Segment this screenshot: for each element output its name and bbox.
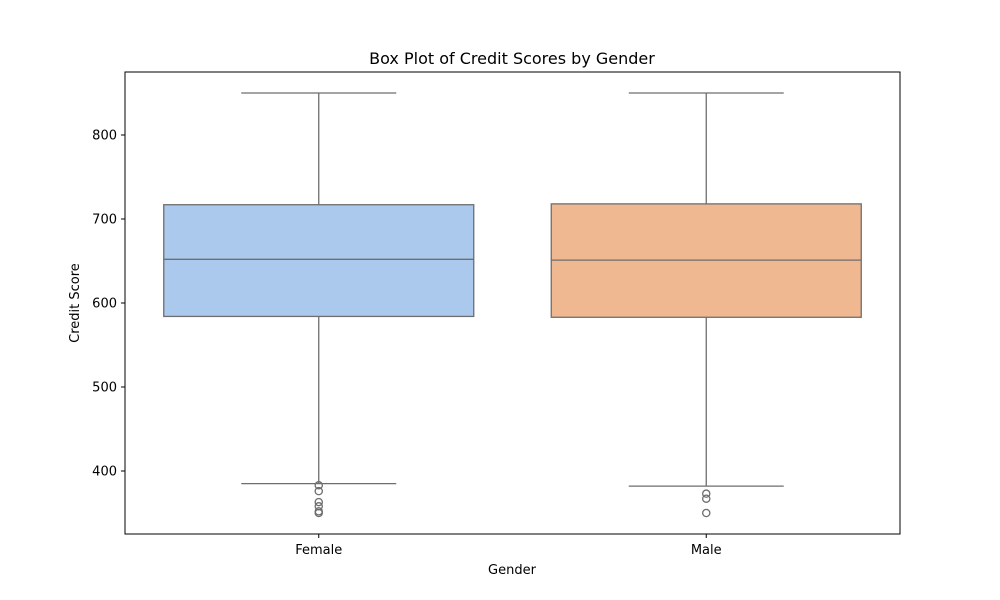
y-tick-label: 500 [92, 381, 117, 396]
box-group-female [163, 92, 475, 518]
plot-layer [163, 92, 862, 518]
outlier-point-female [314, 508, 323, 518]
chart-title: Box Plot of Credit Scores by Gender [369, 49, 655, 68]
outlier-point-female [314, 481, 323, 490]
y-tick-label: 400 [92, 465, 117, 480]
box-group-male [550, 92, 862, 518]
box-female [163, 204, 475, 318]
y-tick-label: 700 [92, 213, 117, 228]
outlier-point-female [314, 486, 323, 496]
x-tick-label: Male [691, 543, 722, 558]
y-axis: 400 500 600 700 800 [92, 129, 125, 480]
y-tick-label: 600 [92, 297, 117, 312]
x-tick-label: Female [295, 543, 342, 558]
y-axis-label: Credit Score [68, 263, 83, 343]
outlier-point-male [702, 508, 711, 518]
outlier-point-female [314, 497, 323, 507]
outlier-point-male [702, 489, 711, 498]
outlier-point-male [702, 494, 711, 503]
x-axis: Female Male [295, 534, 722, 558]
x-axis-label: Gender [488, 563, 537, 578]
y-tick-label: 800 [92, 129, 117, 144]
